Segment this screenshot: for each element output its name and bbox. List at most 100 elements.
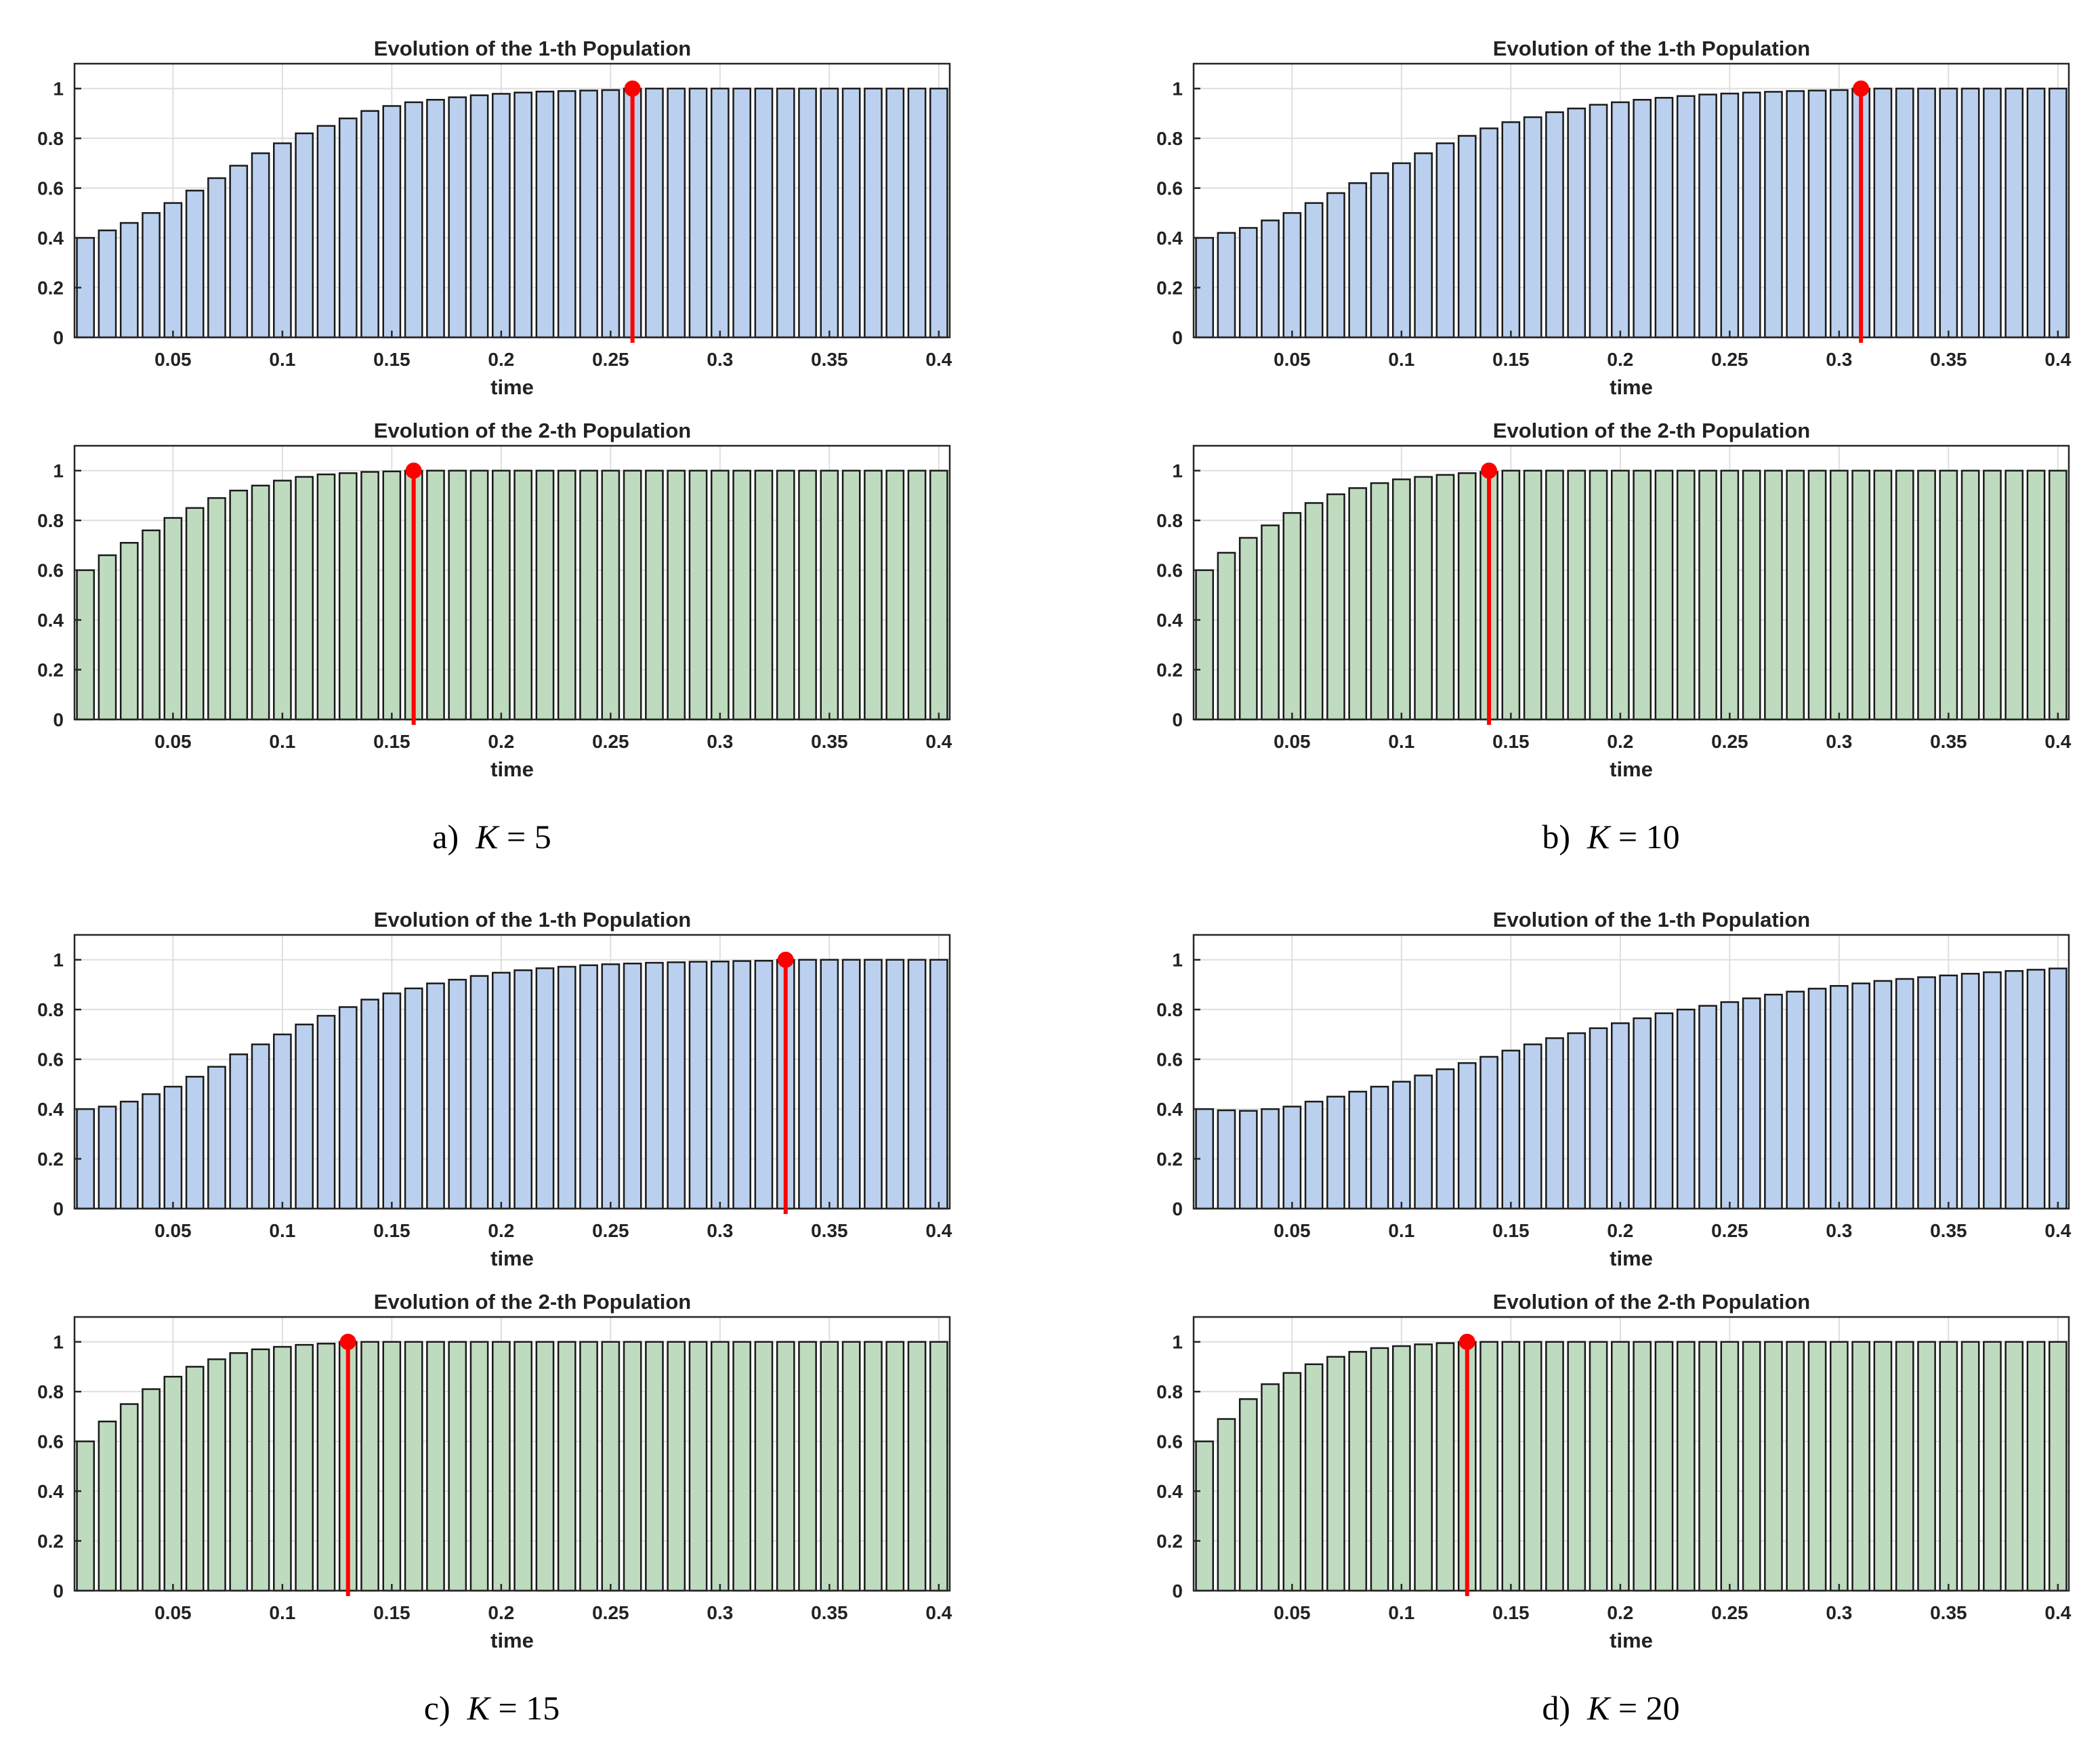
bar	[207, 1066, 226, 1210]
bar	[185, 1076, 205, 1210]
bar	[1501, 1341, 1521, 1592]
bar	[645, 1341, 664, 1592]
bar	[492, 1341, 511, 1592]
bar	[1764, 993, 1783, 1210]
axes-box	[1192, 934, 2070, 1210]
bar	[1676, 95, 1696, 339]
bar	[1807, 988, 1827, 1210]
y-tick-label: 0.4	[37, 610, 64, 631]
bar	[885, 87, 905, 339]
subplot-title: Evolution of the 1-th Population	[374, 908, 691, 932]
bar	[1742, 1341, 1761, 1592]
bar	[535, 1341, 555, 1592]
caption-prefix: a)	[432, 818, 476, 856]
bar	[163, 1085, 183, 1210]
axes-box	[73, 1316, 951, 1592]
x-tick-label: 0.15	[373, 731, 411, 752]
bar	[1939, 469, 1958, 721]
y-tick-label: 1	[53, 79, 64, 100]
bar	[557, 469, 576, 721]
bar	[1786, 1341, 1805, 1592]
bar	[273, 480, 292, 721]
panel-caption: c) K = 15	[424, 1689, 560, 1727]
y-tick-label: 0.2	[1156, 660, 1183, 681]
y-tick-label: 0.6	[37, 560, 64, 581]
bar	[1217, 551, 1236, 721]
bar	[251, 1348, 270, 1592]
bar	[1851, 982, 1870, 1210]
bar	[119, 1403, 139, 1592]
bar	[1676, 1008, 1696, 1210]
bar	[1370, 482, 1389, 721]
bar	[1479, 127, 1498, 339]
bar	[601, 89, 621, 339]
chart-panel-a: 0 0.2 0.4 0.6 0.8 1 0.05 0.1 0.15 0.2 0.25 0.3 0.35 0…	[37, 37, 952, 856]
bar	[229, 1053, 249, 1210]
y-tick-label: 0.8	[37, 1381, 64, 1402]
bar	[645, 961, 664, 1210]
bar	[1764, 469, 1783, 721]
bar	[667, 1341, 686, 1592]
x-tick-label: 0.2	[488, 349, 514, 370]
y-tick-label: 0.6	[1156, 178, 1183, 199]
bar	[601, 963, 621, 1210]
bar	[404, 101, 423, 339]
y-tick-label: 0.8	[37, 999, 64, 1020]
y-tick-label: 0.6	[37, 178, 64, 199]
bar	[360, 999, 379, 1210]
bar	[1326, 493, 1345, 721]
bar	[798, 87, 817, 339]
y-tick-label: 0.2	[37, 278, 64, 299]
bar	[1786, 90, 1805, 339]
bar	[885, 1341, 905, 1592]
x-tick-label: 0.25	[1711, 1602, 1748, 1623]
axes-box	[73, 444, 951, 721]
bar	[1304, 1100, 1324, 1210]
bar	[1304, 1363, 1324, 1592]
x-tick-label: 0.1	[269, 1602, 295, 1623]
x-axis-label: time	[490, 375, 534, 399]
subplot-population-1: 0 0.2 0.4 0.6 0.8 1 0.05 0.1 0.15 0.2 0.25 0.3 0.35 0…	[1156, 37, 2072, 399]
bar	[229, 1352, 249, 1592]
x-tick-label: 0.25	[1711, 1220, 1748, 1241]
chart-panel-b: 0 0.2 0.4 0.6 0.8 1 0.05 0.1 0.15 0.2 0.25 0.3 0.35 0…	[1156, 37, 2072, 856]
bar	[1698, 93, 1717, 339]
bar	[316, 1343, 336, 1592]
x-tick-label: 0.3	[1826, 1220, 1852, 1241]
y-tick-label: 0.2	[1156, 278, 1183, 299]
bar	[907, 469, 927, 721]
subplot-title: Evolution of the 2-th Population	[374, 419, 691, 442]
bar	[754, 1341, 774, 1592]
bar	[579, 89, 598, 339]
x-tick-label: 0.2	[1607, 1220, 1633, 1241]
subplot-population-2: 0 0.2 0.4 0.6 0.8 1 0.05 0.1 0.15 0.2 0.25 0.3 0.35 0…	[37, 419, 952, 781]
bar	[535, 90, 555, 339]
x-tick-label: 0.05	[154, 731, 192, 752]
x-tick-label: 0.2	[1607, 349, 1633, 370]
x-tick-label: 0.05	[1274, 731, 1311, 752]
bar	[1830, 89, 1849, 339]
x-tick-label: 0.15	[1492, 731, 1530, 752]
bar	[1786, 990, 1805, 1210]
bar	[776, 87, 795, 339]
bar	[1414, 476, 1433, 721]
bar	[1742, 91, 1761, 339]
bar	[404, 987, 423, 1210]
bar	[820, 87, 839, 339]
x-tick-label: 0.25	[592, 1220, 629, 1241]
subplot-population-1: 0 0.2 0.4 0.6 0.8 1 0.05 0.1 0.15 0.2 0.25 0.3 0.35 0…	[37, 908, 952, 1270]
bar	[754, 959, 774, 1210]
plot-area	[1194, 446, 2069, 719]
bar	[513, 91, 532, 339]
y-tick-label: 0.6	[1156, 1049, 1183, 1070]
bar	[864, 87, 883, 339]
bar	[338, 117, 358, 339]
bar	[1720, 469, 1740, 721]
x-tick-label: 0.15	[1492, 1602, 1530, 1623]
y-tick-label: 0.6	[37, 1431, 64, 1452]
bar	[1261, 1383, 1280, 1592]
subplot-title: Evolution of the 1-th Population	[1493, 908, 1810, 932]
bar	[907, 959, 927, 1210]
bar	[776, 1341, 795, 1592]
x-tick-label: 0.1	[1388, 731, 1414, 752]
